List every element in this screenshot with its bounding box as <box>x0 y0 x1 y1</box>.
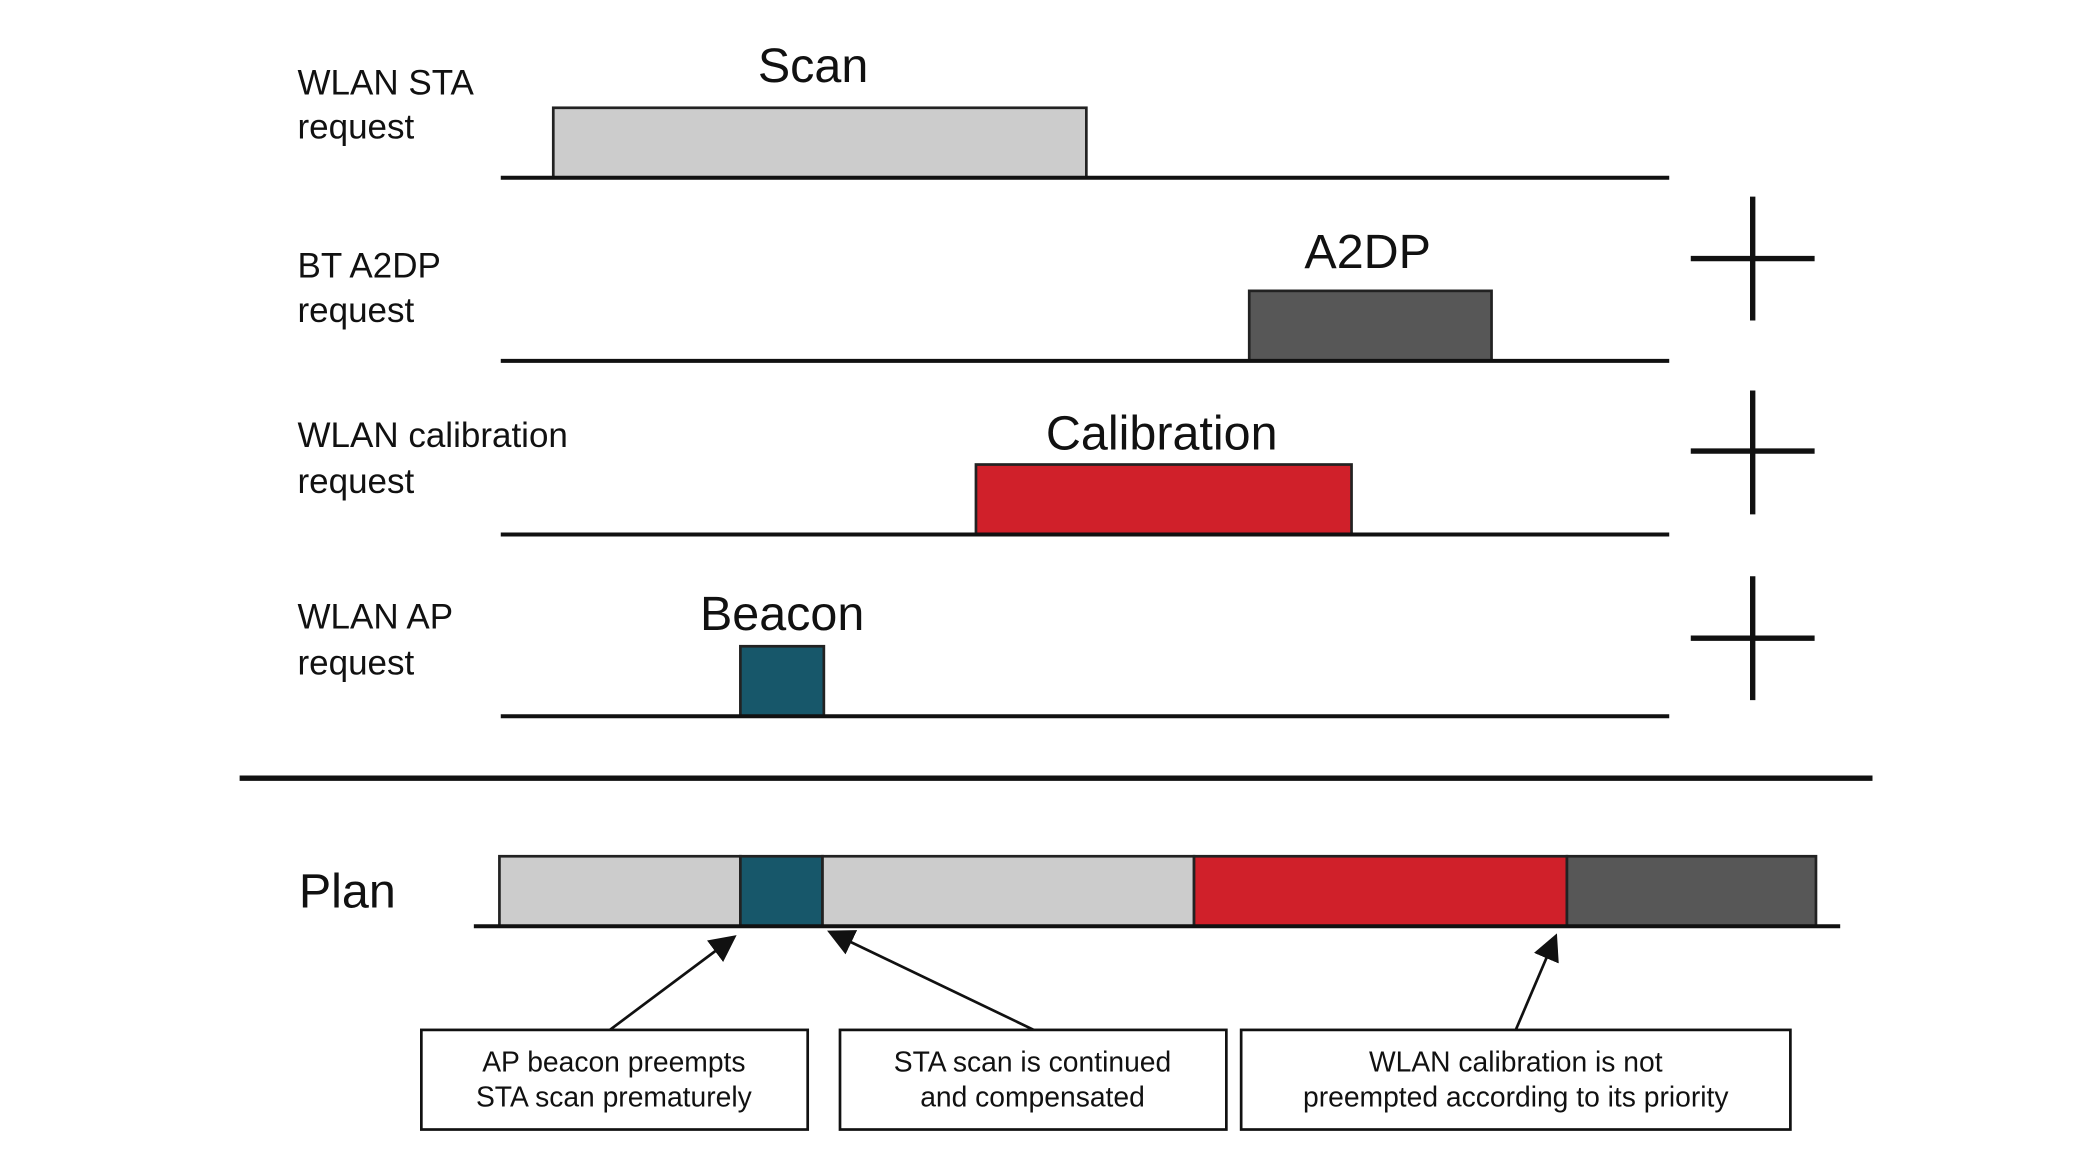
arrow-icon <box>827 930 1035 1032</box>
row-label: BT A2DP <box>298 246 441 285</box>
row-label: request <box>298 108 415 147</box>
note-box: STA scan is continued and compensated <box>838 1028 1228 1131</box>
row-label: request <box>298 644 415 683</box>
scan-block <box>551 106 1088 180</box>
arrow-icon <box>1514 933 1559 1031</box>
note-box: WLAN calibration is not preempted accord… <box>1239 1028 1792 1131</box>
plan-segment-scan <box>821 854 1196 928</box>
block-title: Scan <box>758 39 868 93</box>
plan-row: Plan <box>299 854 1841 929</box>
row-wlan-sta: WLAN STA request Scan <box>298 39 1670 180</box>
row-bt-a2dp: BT A2DP request A2DP <box>298 225 1670 363</box>
plus-icon <box>1690 390 1815 515</box>
note-text: preempted according to its priority <box>1303 1081 1729 1113</box>
arrow-icon <box>609 935 737 1031</box>
note-text: and compensated <box>920 1081 1145 1113</box>
note-text: STA scan is continued <box>894 1046 1171 1078</box>
calibration-block <box>974 463 1353 536</box>
plan-label: Plan <box>299 864 396 918</box>
a2dp-block <box>1247 289 1493 363</box>
row-label: WLAN STA <box>298 63 475 102</box>
plan-segment-scan <box>498 854 742 928</box>
plan-segment-calibration <box>1192 854 1569 928</box>
note-box: AP beacon preempts STA scan prematurely <box>420 1028 810 1131</box>
row-label: request <box>298 462 415 501</box>
plus-icon <box>1690 196 1815 321</box>
note-text: STA scan prematurely <box>476 1081 753 1113</box>
row-label: WLAN AP <box>298 598 454 637</box>
plan-segment-a2dp <box>1565 854 1818 928</box>
row-label: request <box>298 291 415 330</box>
row-wlan-ap: WLAN AP request Beacon <box>298 587 1670 719</box>
block-title: Calibration <box>1046 407 1278 461</box>
row-label: WLAN calibration <box>298 416 568 455</box>
row-wlan-calibration: WLAN calibration request Calibration <box>298 407 1670 537</box>
block-title: Beacon <box>700 587 864 641</box>
note-text: AP beacon preempts <box>482 1046 745 1078</box>
plus-icon <box>1690 576 1815 701</box>
note-text: WLAN calibration is not <box>1369 1046 1663 1078</box>
plan-segment-beacon <box>739 854 824 928</box>
beacon-block <box>739 644 826 718</box>
block-title: A2DP <box>1304 225 1431 279</box>
